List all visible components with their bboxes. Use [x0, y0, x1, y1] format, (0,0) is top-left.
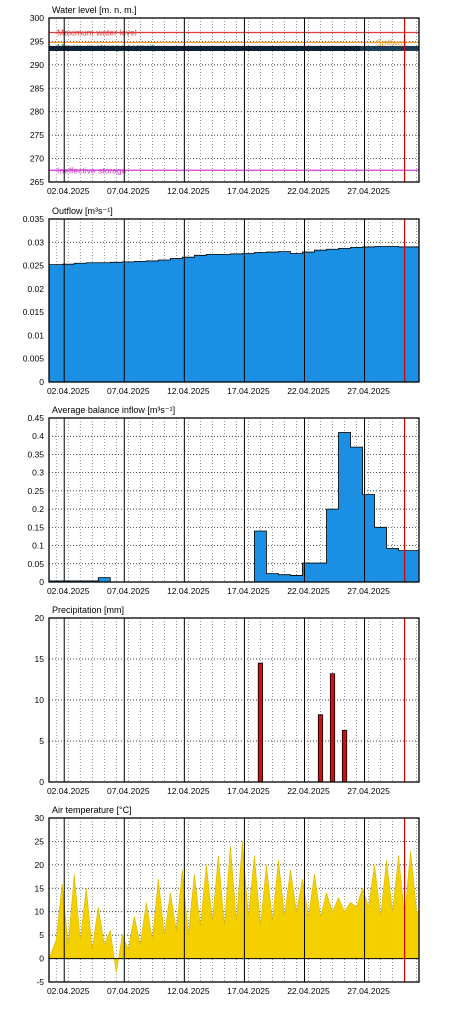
y-tick-label: 0.3 — [32, 468, 44, 478]
y-tick-label: 0.015 — [23, 307, 45, 317]
y-tick-label: 0.2 — [32, 504, 44, 514]
y-tick-label: 280 — [30, 107, 44, 117]
x-tick-label: 17.04.2025 — [227, 986, 270, 996]
plot-frame — [48, 617, 420, 783]
reference-label: Ineffective storage — [57, 165, 127, 175]
x-tick-label: 02.04.2025 — [47, 386, 90, 396]
x-tick-label: 12.04.2025 — [167, 786, 210, 796]
y-tick-label: 0.4 — [32, 431, 44, 441]
chart-title: Average balance inflow [m³s⁻¹] — [52, 405, 175, 415]
plot-frame — [48, 218, 420, 383]
y-tick-label: 25 — [35, 836, 45, 846]
chart-air-temperature: Air temperature [°C] -5 0 5 10 15 20 25 30 02.04… — [35, 805, 420, 996]
x-tick-label: 07.04.2025 — [107, 986, 150, 996]
y-tick-label: 300 — [30, 13, 44, 23]
x-tick-label: 02.04.2025 — [47, 186, 90, 196]
y-tick-label: 0.05 — [27, 559, 44, 569]
precip-bar — [341, 729, 348, 783]
x-tick-label: 22.04.2025 — [287, 586, 330, 596]
plot-frame — [48, 817, 420, 983]
y-tick-label: 10 — [35, 695, 45, 705]
chart-precipitation: Precipitation [mm] 0 5 10 15 20 02.04.2025 07.… — [35, 605, 420, 796]
x-tick-label: 17.04.2025 — [227, 186, 270, 196]
reference-label: Maximum water level — [57, 28, 137, 38]
y-tick-label: -5 — [36, 977, 44, 987]
y-tick-label: 0.25 — [27, 486, 44, 496]
reference-label: Spillway — [376, 37, 408, 47]
plot-frame — [48, 417, 420, 583]
y-tick-label: 0 — [39, 954, 44, 964]
y-tick-label: 15 — [35, 883, 45, 893]
y-tick-label: 0.02 — [27, 284, 44, 294]
x-tick-label: 27.04.2025 — [347, 786, 390, 796]
precip-bar — [317, 714, 324, 783]
x-tick-label: 17.04.2025 — [227, 586, 270, 596]
x-tick-label: 12.04.2025 — [167, 186, 210, 196]
y-tick-label: 20 — [35, 613, 45, 623]
chart-water-level: Water level [m. n. m.] 265 270 275 280 285 29… — [30, 5, 420, 196]
x-tick-label: 22.04.2025 — [287, 386, 330, 396]
y-tick-label: 290 — [30, 60, 44, 70]
x-tick-label: 02.04.2025 — [47, 586, 90, 596]
plot-frame — [48, 17, 420, 183]
y-tick-label: 0 — [39, 377, 44, 387]
y-tick-label: 0.45 — [27, 413, 44, 423]
y-tick-label: 265 — [30, 177, 44, 187]
chart-title: Air temperature [°C] — [52, 805, 132, 815]
x-tick-label: 17.04.2025 — [227, 786, 270, 796]
x-tick-label: 27.04.2025 — [347, 586, 390, 596]
y-tick-label: 20 — [35, 860, 45, 870]
x-tick-label: 07.04.2025 — [107, 586, 150, 596]
x-tick-label: 02.04.2025 — [47, 786, 90, 796]
y-tick-label: 10 — [35, 907, 45, 917]
y-tick-label: 15 — [35, 654, 45, 664]
x-tick-label: 12.04.2025 — [167, 586, 210, 596]
chart-title: Water level [m. n. m.] — [52, 5, 137, 15]
x-tick-label: 07.04.2025 — [107, 186, 150, 196]
x-tick-label: 07.04.2025 — [107, 786, 150, 796]
x-tick-label: 12.04.2025 — [167, 986, 210, 996]
x-tick-label: 12.04.2025 — [167, 386, 210, 396]
y-tick-label: 0.15 — [27, 522, 44, 532]
y-tick-label: 0.03 — [27, 237, 44, 247]
x-tick-label: 27.04.2025 — [347, 386, 390, 396]
y-tick-label: 5 — [39, 930, 44, 940]
x-tick-label: 22.04.2025 — [287, 186, 330, 196]
precip-bar — [329, 673, 336, 783]
chart-outflow: Outflow [m³s⁻¹] 0 0.005 0.01 0.015 0.02 0.025… — [23, 206, 420, 396]
chart-title: Outflow [m³s⁻¹] — [52, 206, 113, 216]
x-tick-label: 02.04.2025 — [47, 986, 90, 996]
plot-area — [49, 18, 419, 182]
x-tick-label: 27.04.2025 — [347, 186, 390, 196]
y-tick-label: 0.035 — [23, 214, 45, 224]
y-tick-label: 0 — [39, 777, 44, 787]
y-tick-label: 0.01 — [27, 330, 44, 340]
y-tick-label: 275 — [30, 130, 44, 140]
chart-title: Precipitation [mm] — [52, 605, 124, 615]
y-tick-label: 30 — [35, 813, 45, 823]
x-tick-label: 07.04.2025 — [107, 386, 150, 396]
y-tick-label: 0.35 — [27, 449, 44, 459]
x-tick-label: 17.04.2025 — [227, 386, 270, 396]
y-tick-label: 0 — [39, 577, 44, 587]
y-tick-label: 0.005 — [23, 354, 45, 364]
y-tick-label: 0.1 — [32, 541, 44, 551]
outflow-area — [48, 246, 420, 383]
plot-area — [49, 618, 419, 782]
x-tick-label: 27.04.2025 — [347, 986, 390, 996]
y-tick-label: 270 — [30, 154, 44, 164]
x-tick-label: 22.04.2025 — [287, 986, 330, 996]
y-tick-label: 285 — [30, 83, 44, 93]
y-tick-label: 295 — [30, 36, 44, 46]
water-level-line — [49, 45, 361, 51]
y-tick-label: 5 — [39, 736, 44, 746]
y-tick-label: 0.025 — [23, 261, 45, 271]
x-tick-label: 22.04.2025 — [287, 786, 330, 796]
chart-inflow: Average balance inflow [m³s⁻¹] 0 0.05 0.1 0… — [27, 405, 420, 596]
precip-bar — [257, 662, 264, 783]
